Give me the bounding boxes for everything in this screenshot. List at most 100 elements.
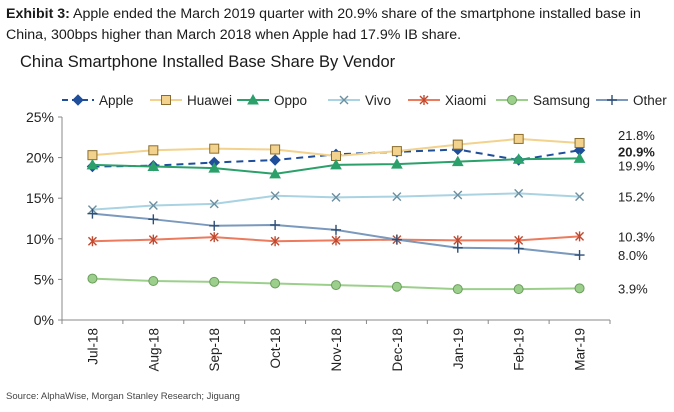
data-point-other [452, 242, 463, 253]
source-note: Source: AlphaWise, Morgan Stanley Resear… [6, 391, 240, 402]
end-label-apple: 20.9% [618, 144, 655, 159]
data-point-samsung [331, 280, 341, 291]
legend-item-huawei: Huawei [150, 93, 232, 108]
x-tick-label: Jul-18 [85, 328, 100, 365]
data-point-oppo [86, 158, 99, 170]
data-point-oppo [330, 158, 342, 170]
chart-legend: Apple Huawei Oppo Vivo Xiaomi Samsung Other [62, 93, 667, 108]
x-tick-label: Dec-18 [390, 328, 405, 372]
data-point-vivo [514, 188, 524, 198]
data-point-other [148, 214, 159, 225]
legend-label-oppo: Oppo [274, 93, 307, 108]
data-point-other [574, 250, 585, 261]
data-point-oppo [269, 167, 281, 179]
legend-marker-other [607, 95, 617, 105]
data-point-samsung [574, 283, 585, 294]
end-label-other: 8.0% [618, 248, 648, 263]
data-point-oppo [208, 162, 221, 173]
x-tick-label: Jan-19 [451, 328, 466, 369]
y-tick-label: 15% [26, 190, 54, 206]
data-point-other [209, 220, 220, 231]
data-point-oppo [451, 155, 464, 167]
data-point-oppo [391, 158, 403, 169]
legend-item-apple: Apple [62, 93, 134, 108]
end-label-xiaomi: 10.3% [618, 229, 655, 244]
data-point-samsung [87, 273, 98, 284]
series-vivo [87, 188, 585, 215]
series-oppo [86, 152, 586, 179]
data-point-huawei [270, 144, 281, 155]
data-point-vivo [392, 192, 402, 202]
legend-item-xiaomi: Xiaomi [408, 93, 486, 108]
data-point-other [270, 219, 281, 230]
x-tick-label: Sep-18 [207, 328, 222, 372]
legend-marker-vivo [339, 95, 349, 105]
data-point-xiaomi [331, 235, 341, 246]
data-point-huawei [513, 133, 524, 144]
chart-title: China Smartphone Installed Base Share By… [20, 53, 396, 71]
data-point-oppo [147, 160, 160, 172]
legend-label-apple: Apple [99, 93, 134, 108]
series-xiaomi [87, 231, 585, 247]
data-point-samsung [270, 278, 281, 289]
data-point-xiaomi [209, 232, 219, 243]
data-point-vivo [453, 190, 463, 200]
y-tick-label: 0% [34, 312, 54, 328]
data-point-samsung [391, 281, 402, 292]
data-point-oppo [512, 153, 525, 164]
data-point-apple [269, 154, 281, 166]
data-point-xiaomi [575, 231, 585, 242]
data-point-huawei [209, 143, 220, 154]
data-point-vivo [209, 199, 219, 209]
y-tick-label: 20% [26, 150, 54, 166]
data-point-other [87, 208, 98, 219]
y-tick-label: 25% [26, 109, 54, 125]
data-point-other [513, 243, 524, 254]
data-point-samsung [452, 284, 463, 295]
data-point-vivo [331, 192, 341, 202]
legend-label-other: Other [633, 93, 667, 108]
series-other [87, 208, 585, 261]
legend-label-xiaomi: Xiaomi [445, 93, 486, 108]
legend-item-oppo: Oppo [237, 93, 307, 108]
data-point-samsung [148, 276, 159, 287]
legend-marker-samsung [507, 95, 517, 105]
end-label-huawei: 21.8% [618, 128, 655, 143]
end-label-vivo: 15.2% [618, 190, 655, 205]
legend-label-vivo: Vivo [365, 93, 391, 108]
data-point-vivo [270, 191, 280, 201]
exhibit-text: Apple ended the March 2019 quarter with … [6, 6, 641, 43]
data-point-xiaomi [270, 236, 280, 247]
x-tick-label: Mar-19 [573, 328, 588, 371]
x-tick-label: Feb-19 [512, 328, 527, 371]
x-tick-label: Aug-18 [146, 328, 161, 372]
legend-marker-oppo [247, 93, 259, 105]
legend-item-other: Other [596, 93, 667, 108]
x-tick-label: Oct-18 [268, 328, 283, 369]
y-tick-label: 10% [26, 231, 54, 247]
data-point-vivo [575, 192, 585, 202]
data-point-xiaomi [87, 236, 97, 247]
data-point-huawei [391, 146, 402, 157]
legend-marker-apple [72, 94, 84, 106]
legend-marker-huawei [161, 95, 171, 105]
data-point-other [331, 224, 341, 235]
data-point-oppo [573, 152, 586, 163]
data-point-vivo [148, 201, 158, 211]
data-point-huawei [148, 145, 159, 156]
data-point-huawei [87, 150, 98, 161]
chart-end-labels: 20.9%21.8% 19.9% 15.2% 10.3% 3.9% 8.0% [618, 128, 655, 296]
series-huawei [87, 133, 585, 161]
end-label-oppo: 19.9% [618, 158, 655, 173]
y-tick-label: 5% [34, 271, 54, 287]
data-point-xiaomi [148, 234, 158, 245]
end-label-samsung: 3.9% [618, 281, 648, 296]
series-line-vivo [92, 192, 580, 211]
data-point-huawei [452, 139, 463, 150]
exhibit-label: Exhibit 3: [6, 6, 70, 22]
legend-item-samsung: Samsung [496, 93, 590, 108]
data-point-samsung [209, 276, 220, 287]
legend-marker-xiaomi [419, 95, 429, 105]
chart-series [86, 133, 586, 295]
chart-axes: 0% 5% 10% 15% 20% 25% Jul-18 Aug-18 Sep-18 Oct-18… [26, 109, 611, 372]
